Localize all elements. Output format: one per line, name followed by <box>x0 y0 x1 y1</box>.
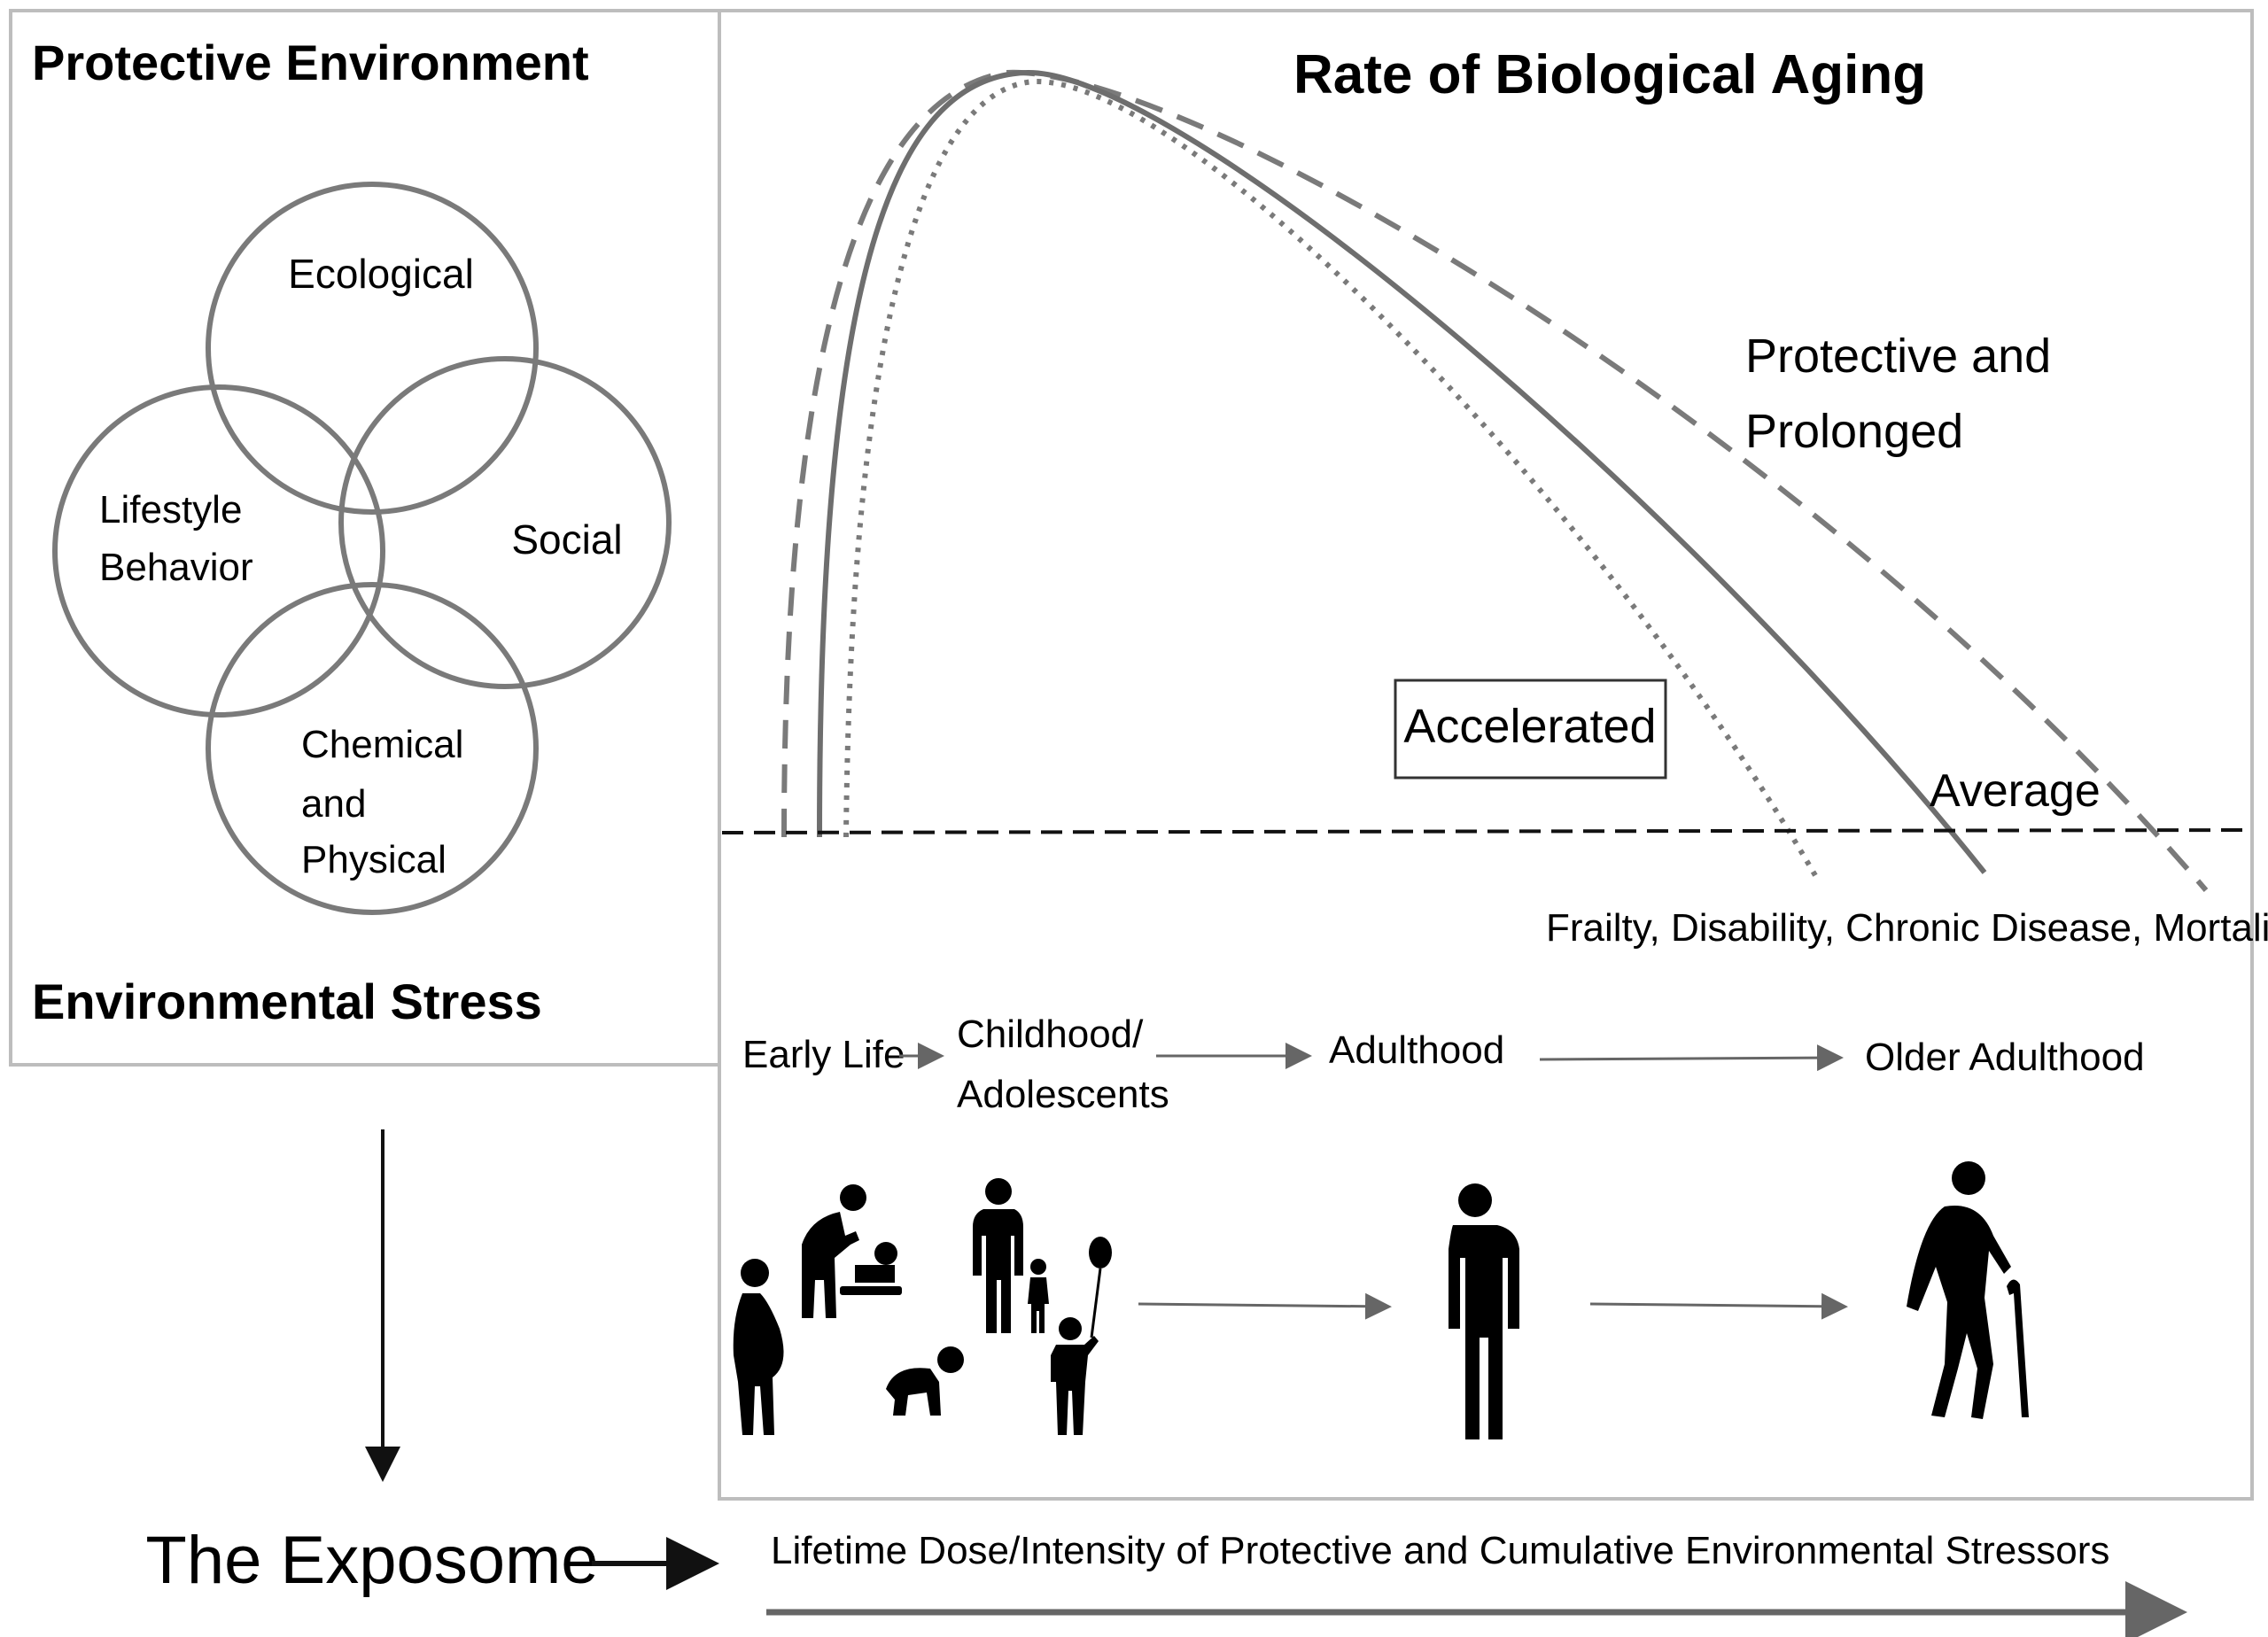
stage-older-adulthood: Older Adulthood <box>1865 1036 2145 1079</box>
frailty-threshold-line <box>721 828 2251 834</box>
right-panel-border <box>718 9 2254 1501</box>
lifetime-dose-label: Lifetime Dose/Intensity of Protective an… <box>771 1529 2109 1572</box>
label-accelerated: Accelerated <box>1403 700 1656 753</box>
venn-label-social: Social <box>511 516 622 562</box>
child-with-balloon-icon <box>1051 1237 1112 1435</box>
venn-label-chemical-1: Chemical <box>301 723 463 766</box>
protective-environment-label: Protective Environment <box>32 35 589 90</box>
venn-diagram <box>52 182 672 915</box>
venn-label-chemical-3: Physical <box>301 838 447 881</box>
rate-of-aging-title: Rate of Biological Aging <box>1293 44 1926 105</box>
label-protective-line1: Protective and <box>1745 330 2051 383</box>
stage-early-life: Early Life <box>742 1033 905 1076</box>
venn-circle-social <box>338 356 672 689</box>
label-average: Average <box>1930 765 2101 817</box>
crawling-baby-icon <box>886 1346 964 1416</box>
elderly-person-with-cane-icon <box>1907 1161 2029 1419</box>
stage-childhood-2: Adolescents <box>957 1073 1169 1116</box>
stage-childhood-1: Childhood/ <box>957 1012 1144 1056</box>
label-protective-line2: Prolonged <box>1745 405 1963 458</box>
venn-circle-chemical <box>206 582 539 915</box>
arrow-adult-to-elderly <box>1589 1292 1848 1320</box>
father-with-child-icon <box>973 1178 1049 1333</box>
stage-adulthood: Adulthood <box>1329 1028 1504 1072</box>
parent-changing-baby-icon <box>802 1184 902 1318</box>
curve-average <box>817 69 1987 874</box>
exposome-label: The Exposome <box>145 1523 598 1598</box>
accelerated-label-box <box>1394 679 1667 780</box>
venn-circle-lifestyle <box>52 384 385 718</box>
environmental-stress-label: Environmental Stress <box>32 974 542 1029</box>
pregnant-woman-icon <box>733 1259 784 1435</box>
venn-label-chemical-2: and <box>301 782 366 826</box>
venn-circle-ecological <box>206 182 539 515</box>
venn-label-lifestyle-1: Lifestyle <box>99 488 242 531</box>
adult-icon <box>1449 1183 1519 1439</box>
curve-accelerated <box>843 78 1819 879</box>
arrow-children-to-adult <box>1138 1292 1392 1320</box>
venn-label-lifestyle-2: Behavior <box>99 546 253 589</box>
arrow-adulthood-to-older <box>1539 1044 1844 1072</box>
threshold-label: Frailty, Disability, Chronic Disease, Mo… <box>1546 906 2268 950</box>
venn-label-ecological: Ecological <box>288 251 474 297</box>
